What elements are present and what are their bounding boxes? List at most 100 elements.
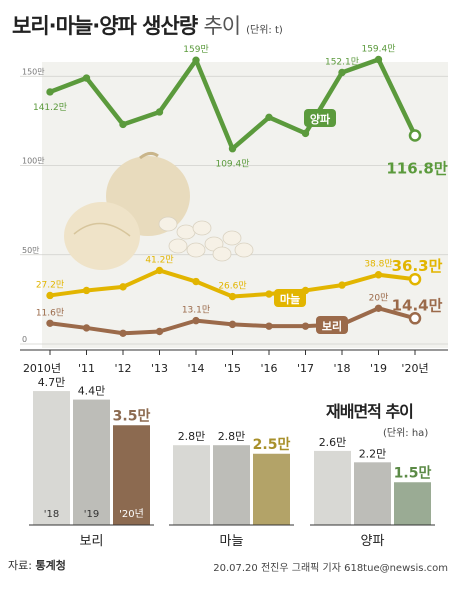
source-label: 자료: [8,559,32,572]
data-label: 159.4만 [361,43,395,54]
series-name: 마늘 [280,292,300,306]
title-suffix: 추이 [203,14,241,38]
data-label: 41.2만 [145,254,173,265]
group-name: 마늘 [220,534,244,549]
series-tag [274,289,306,307]
bar-value-label: 2.2만 [359,447,387,460]
x-tick-label: '19 [370,362,387,375]
area-bar [253,453,290,525]
data-label: 152.1만 [325,57,359,68]
data-point [408,129,422,142]
bar-value-label: 2.6만 [319,436,347,449]
data-point [82,286,91,295]
y-tick-label: 0 [22,335,27,344]
data-point [192,56,200,64]
data-point [374,304,383,312]
x-tick-label: '20년 [401,362,428,375]
area-bar [33,391,70,525]
series-tag [304,109,336,127]
data-label: 14.4만 [392,296,443,314]
x-tick-label: '11 [78,362,95,375]
bar-year-label: '18 [44,509,59,520]
onion-shading [73,222,131,237]
onion-stem [139,151,159,160]
onion-bulb-front [64,202,140,270]
area-chart-unit: (단위: ha) [383,428,429,439]
data-point [228,320,237,329]
data-label: 159만 [183,44,208,55]
garlic-clove [222,230,242,246]
garlic-clove [212,246,232,262]
data-point [155,108,164,116]
garlic-clove [168,238,188,254]
credit-note: 20.07.20 전진우 그래픽 기자 618tue@newsis.com [213,563,448,574]
production-line-chart: 0 50만 100만 150만 141.2만 159만 109.4만 152.1만159.4만… [20,43,448,375]
x-tick-label: 2010년 [23,362,61,375]
data-point [192,277,200,286]
bar-year-label: '20년 [119,508,144,520]
data-label: 109.4만 [215,159,249,170]
data-point [155,266,164,275]
group-name: 양파 [361,534,385,549]
data-label: 38.8만 [364,259,392,270]
series-name: 양파 [310,112,331,126]
garlic-clove [234,242,254,258]
x-tick-label: '12 [114,362,131,375]
data-label: 141.2만 [33,102,67,113]
garlic-clove [158,216,178,232]
area-chart-title: 재배면적 추이 [326,402,414,421]
data-point [408,312,422,325]
bar-value-label: 3.5만 [113,408,151,424]
data-point [82,74,91,82]
y-tick-label: 100만 [22,157,45,166]
x-tick-label: '14 [187,362,204,375]
data-point [301,129,310,138]
data-point [338,281,346,289]
data-point [301,322,310,330]
data-point [228,145,237,153]
data-point [46,291,54,300]
title-main: 보리·마늘·양파 생산량 [12,14,198,38]
bar-value-label: 2.5만 [253,437,291,453]
data-label: 13.1만 [182,305,210,316]
onion-garlic-illustration [64,151,254,270]
area-bar [394,482,431,525]
area-bar [73,399,110,525]
y-tick-label: 50만 [22,246,40,255]
x-tick-label: '18 [333,362,350,375]
x-tick-label: '15 [224,362,241,375]
bar-value-label: 4.4만 [78,385,106,398]
bar-value-label: 4.7만 [38,376,66,389]
bar-year-label: '19 [84,509,99,520]
data-point [374,55,383,64]
series-name: 보리 [322,319,342,333]
data-point [119,120,127,129]
data-label: 36.3만 [392,257,443,275]
group-name: 보리 [80,534,104,549]
data-point [46,319,54,327]
title-unit: (단위: t) [246,25,283,36]
series-tag [316,316,348,334]
data-point [265,290,273,298]
source-note: 자료: 통계청 [8,557,66,573]
area-bar [113,425,150,525]
data-label: 27.2만 [36,279,64,290]
garlic-clove [186,242,206,258]
bar-value-label: 1.5만 [394,465,432,481]
data-point [192,316,200,325]
data-point [374,271,383,279]
data-point [338,68,346,77]
data-point [408,272,422,286]
data-point [46,88,54,96]
x-tick-label: '16 [260,362,277,375]
garlic-clove [192,220,212,236]
area-bar [173,445,210,525]
area-bar [354,462,391,525]
data-point [155,327,164,336]
data-label: 26.6만 [218,281,246,292]
area-bar [314,450,351,525]
data-point [265,322,273,330]
y-tick-label: 150만 [22,67,45,76]
x-tick-label: '17 [297,362,314,375]
bar-value-label: 2.8만 [218,430,246,443]
